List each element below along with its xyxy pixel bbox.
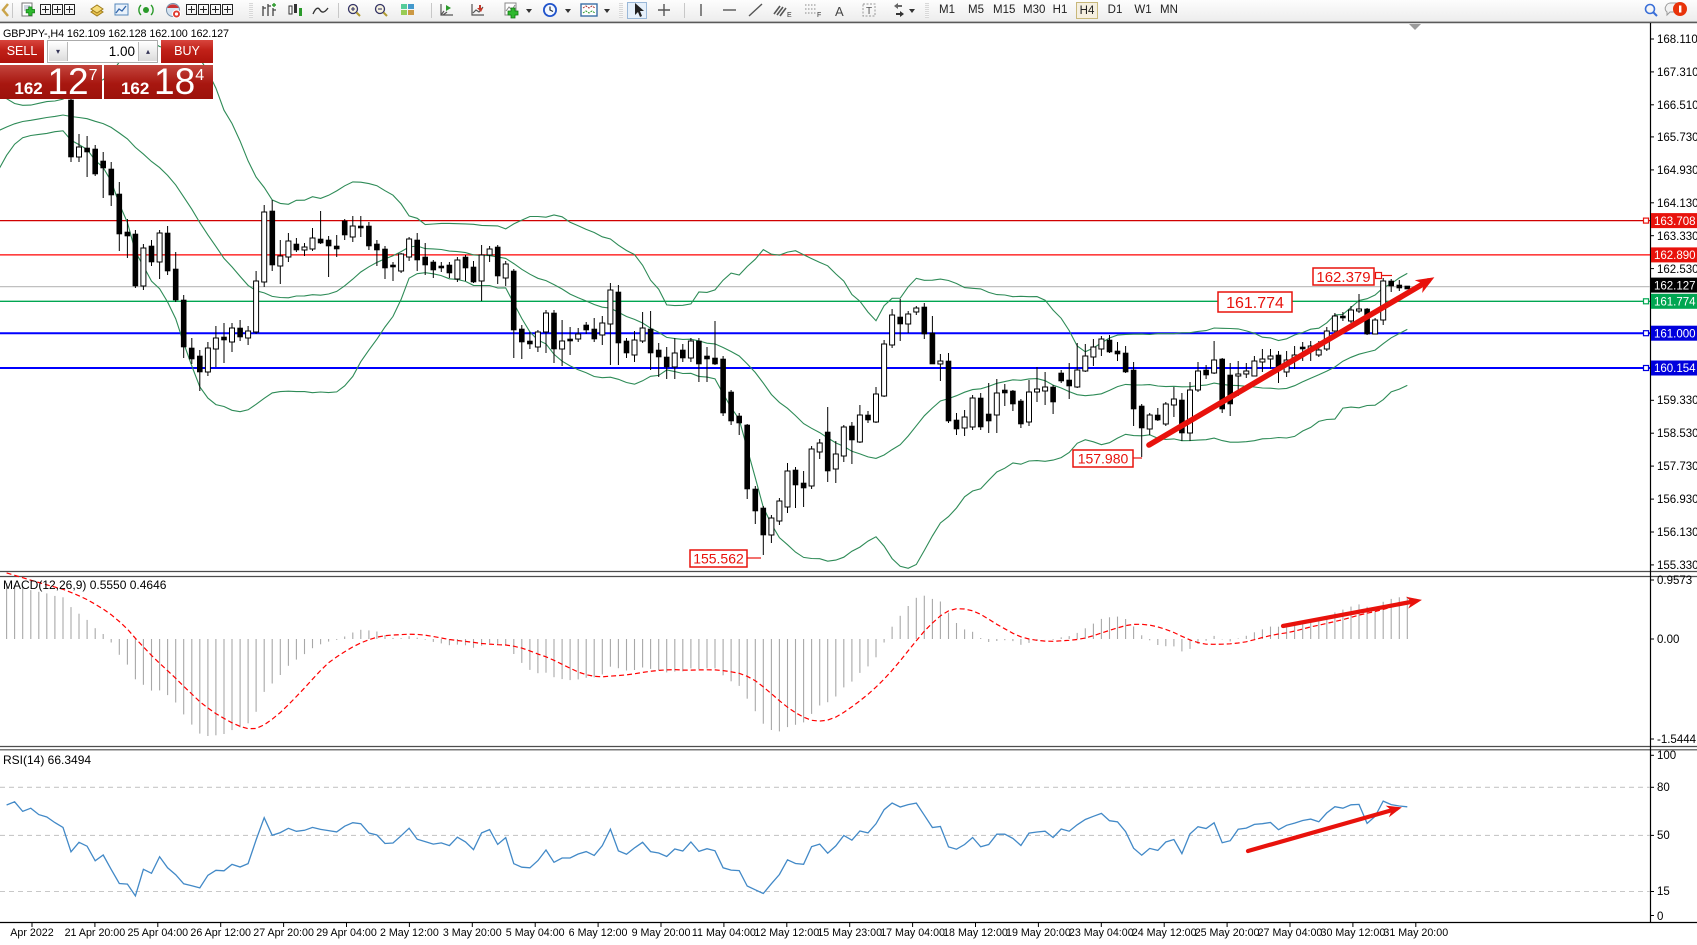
- svg-text:F: F: [817, 12, 821, 19]
- svg-text:6 May 12:00: 6 May 12:00: [569, 927, 628, 939]
- svg-text:155.562: 155.562: [693, 551, 744, 567]
- svg-text:165.730: 165.730: [1657, 132, 1697, 144]
- svg-text:-1.5444: -1.5444: [1657, 734, 1697, 746]
- svg-text:164.930: 164.930: [1657, 165, 1697, 177]
- svg-text:156.130: 156.130: [1657, 527, 1697, 539]
- svg-text:17 May 04:00: 17 May 04:00: [880, 927, 945, 939]
- svg-text:50: 50: [1657, 830, 1670, 842]
- svg-text:100: 100: [1657, 750, 1676, 762]
- svg-text:5 May 04:00: 5 May 04:00: [506, 927, 565, 939]
- svg-text:3 May 20:00: 3 May 20:00: [443, 927, 502, 939]
- svg-text:21 Apr 20:00: 21 Apr 20:00: [65, 927, 126, 939]
- svg-text:31 May 20:00: 31 May 20:00: [1383, 927, 1448, 939]
- svg-text:T: T: [866, 6, 872, 17]
- svg-text:167.310: 167.310: [1657, 67, 1697, 79]
- svg-text:0: 0: [1657, 911, 1663, 923]
- svg-text:160.154: 160.154: [1654, 363, 1696, 375]
- svg-text:30 May 12:00: 30 May 12:00: [1321, 927, 1386, 939]
- svg-text:27 Apr 20:00: 27 Apr 20:00: [253, 927, 314, 939]
- svg-text:162.530: 162.530: [1657, 264, 1697, 276]
- svg-text:156.930: 156.930: [1657, 494, 1697, 506]
- svg-text:163.708: 163.708: [1654, 216, 1696, 228]
- svg-text:24 May 12:00: 24 May 12:00: [1132, 927, 1197, 939]
- svg-text:155.330: 155.330: [1657, 560, 1697, 572]
- svg-text:MACD(12,26,9) 0.5550 0.4646: MACD(12,26,9) 0.5550 0.4646: [3, 578, 167, 592]
- svg-text:159.330: 159.330: [1657, 395, 1697, 407]
- svg-text:157.980: 157.980: [1078, 451, 1129, 467]
- svg-text:15: 15: [1657, 886, 1670, 898]
- svg-text:162.379: 162.379: [1316, 269, 1370, 286]
- svg-text:2 May 12:00: 2 May 12:00: [380, 927, 439, 939]
- svg-text:166.510: 166.510: [1657, 100, 1697, 112]
- svg-text:18 May 12:00: 18 May 12:00: [943, 927, 1008, 939]
- svg-text:161.774: 161.774: [1654, 297, 1696, 309]
- svg-text:E: E: [787, 12, 792, 19]
- svg-text:23 May 04:00: 23 May 04:00: [1069, 927, 1134, 939]
- svg-text:162.890: 162.890: [1654, 250, 1696, 262]
- svg-text:161.774: 161.774: [1226, 295, 1284, 312]
- svg-text:158.530: 158.530: [1657, 428, 1697, 440]
- svg-text:25 Apr 04:00: 25 Apr 04:00: [127, 927, 188, 939]
- svg-text:80: 80: [1657, 782, 1670, 794]
- svg-text:Apr 2022: Apr 2022: [10, 927, 53, 939]
- svg-text:168.110: 168.110: [1657, 34, 1697, 46]
- svg-text:15 May 23:00: 15 May 23:00: [817, 927, 882, 939]
- svg-text:157.730: 157.730: [1657, 461, 1697, 473]
- svg-text:0.9573: 0.9573: [1657, 575, 1692, 587]
- svg-text:164.130: 164.130: [1657, 198, 1697, 210]
- svg-text:19 May 20:00: 19 May 20:00: [1006, 927, 1071, 939]
- svg-text:27 May 04:00: 27 May 04:00: [1258, 927, 1323, 939]
- svg-text:GBPJPY-,H4 162.109 162.128 16: GBPJPY-,H4 162.109 162.128 162.100 162.1…: [3, 28, 229, 40]
- svg-text:9 May 20:00: 9 May 20:00: [632, 927, 691, 939]
- svg-text:26 Apr 12:00: 26 Apr 12:00: [190, 927, 251, 939]
- svg-text:25 May 20:00: 25 May 20:00: [1195, 927, 1260, 939]
- svg-text:161.000: 161.000: [1654, 328, 1696, 340]
- svg-text:0.00: 0.00: [1657, 634, 1679, 646]
- svg-text:163.330: 163.330: [1657, 231, 1697, 243]
- svg-text:11 May 04:00: 11 May 04:00: [692, 927, 756, 939]
- svg-text:RSI(14) 66.3494: RSI(14) 66.3494: [3, 753, 91, 767]
- svg-text:29 Apr 04:00: 29 Apr 04:00: [316, 927, 377, 939]
- svg-text:12 May 12:00: 12 May 12:00: [754, 927, 819, 939]
- svg-text:162.127: 162.127: [1654, 280, 1696, 292]
